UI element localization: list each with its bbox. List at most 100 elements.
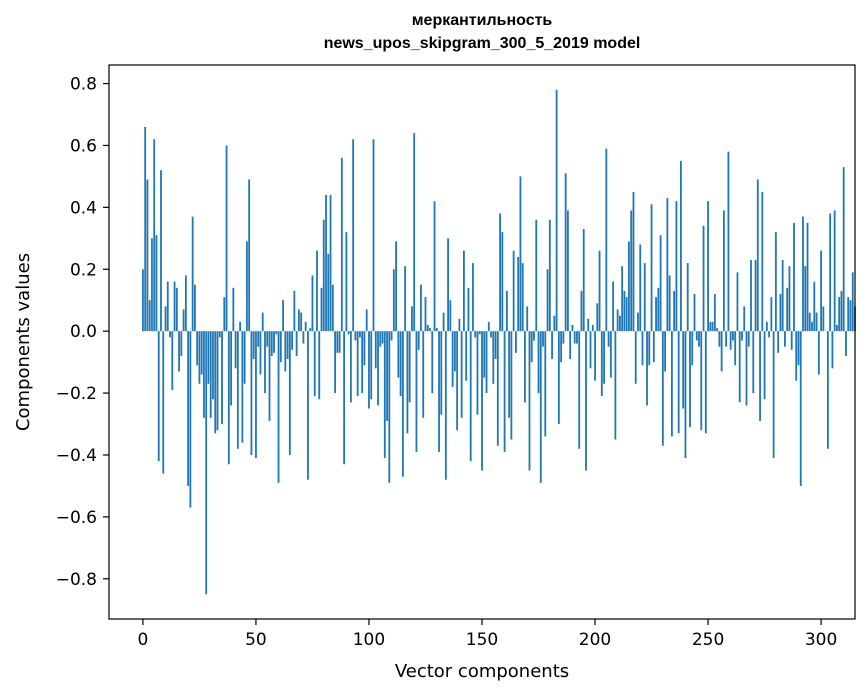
- bar: [596, 303, 599, 332]
- x-tick-label: 100: [353, 630, 385, 650]
- bar: [582, 229, 585, 332]
- bar: [632, 191, 635, 332]
- bar: [707, 201, 709, 332]
- bar: [243, 331, 246, 384]
- bar: [512, 250, 515, 332]
- bar: [795, 331, 798, 381]
- bar: [567, 210, 569, 332]
- bar: [657, 287, 660, 332]
- bar: [711, 321, 714, 332]
- bar: [463, 250, 465, 332]
- bar: [793, 222, 795, 332]
- bar: [508, 331, 511, 418]
- bar: [847, 297, 850, 332]
- bar: [203, 331, 205, 418]
- bar: [291, 331, 294, 350]
- bar: [813, 281, 816, 332]
- bar: [307, 331, 309, 480]
- bar: [270, 331, 273, 356]
- bar: [625, 297, 628, 332]
- bar: [415, 331, 418, 452]
- bar: [727, 151, 730, 332]
- bar: [390, 331, 393, 341]
- bars-group: [142, 89, 856, 595]
- bar: [637, 312, 639, 332]
- y-tick-label: 0.8: [70, 75, 97, 95]
- bar: [560, 331, 563, 363]
- bar: [691, 331, 694, 366]
- bar: [666, 198, 669, 332]
- bar: [761, 191, 764, 332]
- bar: [286, 331, 289, 360]
- bar: [334, 331, 336, 394]
- bar: [840, 290, 843, 332]
- bar: [546, 269, 549, 332]
- bar: [264, 331, 266, 394]
- bar: [815, 312, 818, 332]
- bar: [282, 300, 284, 332]
- bar: [354, 331, 357, 341]
- bar: [612, 281, 615, 332]
- y-axis-label: Components values: [13, 253, 34, 431]
- bar: [738, 331, 741, 403]
- bar: [146, 179, 149, 332]
- bar: [684, 331, 687, 459]
- bar: [481, 331, 483, 471]
- bar: [548, 219, 551, 332]
- bar: [245, 241, 248, 332]
- bar: [594, 331, 596, 381]
- bar: [607, 331, 610, 347]
- bar: [716, 328, 719, 332]
- bar: [225, 145, 228, 332]
- bar: [537, 331, 540, 394]
- bar: [196, 331, 199, 366]
- bar: [295, 331, 298, 356]
- bar: [212, 331, 214, 400]
- bar: [845, 331, 847, 356]
- bar: [374, 331, 377, 369]
- bar: [623, 290, 626, 332]
- bar: [386, 331, 388, 421]
- y-tick-label: −0.6: [56, 508, 97, 528]
- bar: [576, 331, 578, 344]
- bar: [184, 275, 187, 332]
- bar: [487, 321, 490, 332]
- bar: [426, 324, 429, 332]
- bar: [383, 331, 386, 459]
- bar: [510, 331, 513, 440]
- bar: [309, 328, 312, 332]
- bar: [325, 194, 327, 332]
- bar: [605, 148, 608, 332]
- bar: [205, 331, 208, 595]
- bar: [603, 331, 605, 384]
- bar: [395, 241, 397, 332]
- bar: [336, 331, 339, 353]
- bar: [465, 331, 468, 381]
- bar: [641, 331, 644, 366]
- x-axis-label: Vector components: [395, 661, 569, 682]
- bar: [266, 331, 269, 347]
- bar: [655, 297, 657, 332]
- bar: [836, 324, 838, 332]
- bar: [494, 331, 497, 360]
- chart-title-line-2: news_upos_skipgram_300_5_2019 model: [323, 35, 641, 52]
- bar: [539, 331, 542, 483]
- bar: [300, 312, 303, 332]
- bar: [162, 331, 165, 474]
- bar: [779, 294, 782, 332]
- bar: [157, 331, 160, 462]
- bar: [458, 318, 461, 332]
- bar: [533, 331, 535, 341]
- bar: [207, 331, 210, 384]
- bar: [297, 309, 300, 332]
- bar: [765, 321, 768, 332]
- bar: [241, 331, 244, 443]
- bar: [524, 331, 526, 403]
- bar: [175, 287, 178, 332]
- bar: [698, 331, 700, 347]
- bar: [732, 331, 734, 341]
- bar: [695, 331, 698, 341]
- bar: [722, 210, 725, 332]
- bar: [693, 294, 696, 332]
